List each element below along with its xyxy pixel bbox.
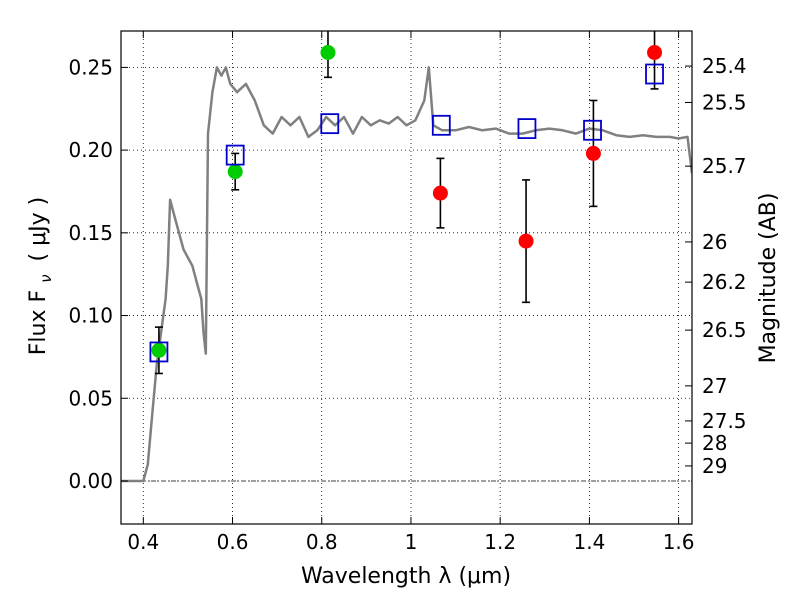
model-band-square (431, 114, 451, 136)
mag-tick-label: 25.4 (702, 54, 747, 78)
mag-tick-label: 27 (702, 374, 727, 398)
mag-tick-label: 28 (702, 431, 727, 455)
y-tick-label: 0.15 (68, 221, 113, 245)
model-band-square (225, 144, 245, 166)
model-band-square (517, 118, 537, 140)
plot-area: 0.4 0.6 0.8 1 1.2 1.4 1.6 0.00 0.05 0.10 0.15 0.20 0… (68, 30, 747, 554)
x-tick-label: 0.8 (306, 530, 338, 554)
y-tick-label: 0.05 (68, 386, 113, 410)
mag-tick-label: 25.5 (702, 90, 747, 114)
model-band-square (149, 341, 169, 363)
model-sed-line (121, 66, 692, 483)
x-tick-label: 1.2 (484, 530, 516, 554)
y2-axis-label: Magnitude (AB) (756, 193, 781, 364)
y-tick-label: 0.00 (68, 469, 113, 493)
axis-labels: Wavelength λ (μm) Flux F ν ( μJy ) Magni… (26, 193, 781, 589)
y-tick-label: 0.10 (68, 304, 113, 328)
model-band-square (583, 119, 602, 141)
plot-frame (120, 30, 693, 525)
mag-tick-label: 27.5 (702, 409, 747, 433)
x-tick-label: 0.4 (127, 530, 159, 554)
x-axis-label: Wavelength λ (μm) (301, 564, 511, 589)
mag-tick-label: 29 (702, 454, 727, 478)
mag-tick-label: 26 (702, 230, 727, 254)
model-band-square (645, 63, 664, 85)
svg-text:Flux F ν ( μJ: Flux F ν ( μJy ) (26, 197, 57, 355)
y-axis-label-text: Flux F (26, 290, 51, 355)
x-tick-label: 1 (405, 530, 418, 554)
nir-point (585, 145, 601, 161)
y-axis-label-units: ( μJy ) (26, 197, 51, 262)
y-axis-label-subscript: ν (37, 274, 55, 282)
x-tick-label: 1.6 (663, 530, 695, 554)
plot-content (121, 31, 692, 483)
y-tick-label: 0.25 (68, 55, 113, 79)
model-band-square (320, 113, 340, 135)
y-axis-label: Flux F ν ( μJy ) (26, 197, 57, 355)
mag-tick-label: 26.5 (702, 318, 747, 342)
mag-tick-label: 25.7 (702, 154, 747, 178)
nir-point (432, 185, 448, 201)
x-tick-label: 1.4 (573, 530, 605, 554)
nir-point (647, 45, 663, 61)
mag-tick-label: 26.2 (702, 270, 747, 294)
detection-point (151, 342, 167, 358)
x-tick-label: 0.6 (217, 530, 249, 554)
nir-point (518, 233, 534, 249)
y-tick-label: 0.20 (68, 138, 113, 162)
detection-point (227, 164, 243, 180)
detection-point (320, 45, 336, 61)
